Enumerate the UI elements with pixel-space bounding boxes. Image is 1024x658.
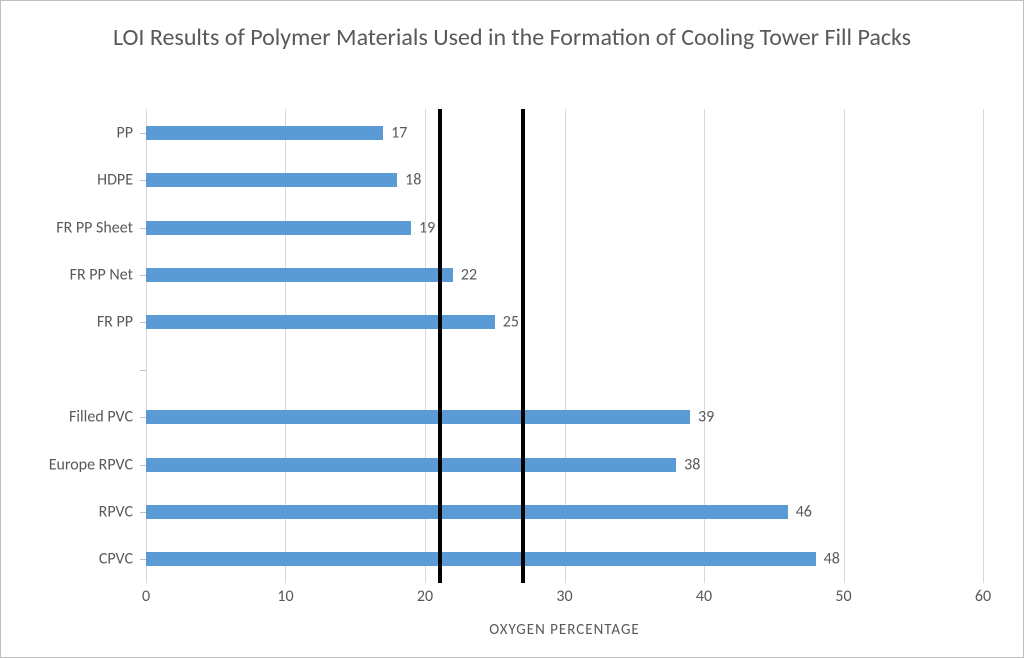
y-axis-category-label: PP [116,123,133,142]
x-tick-label: 0 [142,587,150,606]
bar [146,173,397,187]
bar-value-label: 22 [461,265,477,284]
x-tick-label: 40 [696,587,712,606]
bar-value-label: 39 [698,408,714,427]
bar-value-label: 19 [419,218,435,237]
bar [146,221,411,235]
x-tick-label: 20 [417,587,433,606]
y-tick-mark [140,465,146,466]
bar [146,315,495,329]
y-tick-mark [140,322,146,323]
bar-value-label: 25 [503,313,519,332]
y-tick-mark [140,275,146,276]
y-tick-mark [140,559,146,560]
x-tick-label: 50 [835,587,851,606]
bar [146,268,453,282]
y-tick-mark [140,228,146,229]
y-axis-category-label: HDPE [97,171,133,190]
bar-row: 39 [146,410,690,424]
y-axis-category-label: CPVC [99,550,133,569]
y-axis-category-label: FR PP [97,313,133,332]
bar-row: 18 [146,173,397,187]
y-axis-labels: PP HDPE FR PP Sheet FR PP Net FR PP Filled PV… [1,109,141,583]
bar-row: 48 [146,552,816,566]
threshold-line [521,109,525,583]
y-axis-category-label: Europe RPVC [49,455,133,474]
bar-value-label: 18 [405,171,421,190]
bar-row: 46 [146,505,788,519]
bar-row: 17 [146,126,383,140]
x-axis-title: OXYGEN PERCENTAGE [146,621,983,639]
bar-row: 38 [146,458,676,472]
x-axis: 0102030405060 [146,587,983,611]
bar [146,126,383,140]
y-axis-category-label: FR PP Net [70,265,133,284]
chart-container: LOI Results of Polymer Materials Used in… [0,0,1024,658]
bar-row: 19 [146,221,411,235]
bar-row: 22 [146,268,453,282]
gridline [983,109,984,583]
bar-value-label: 46 [796,502,812,521]
bar [146,552,816,566]
y-axis-category-label: FR PP Sheet [56,218,133,237]
y-tick-mark [140,133,146,134]
chart-title: LOI Results of Polymer Materials Used in… [69,23,955,53]
bars-layer: 17 18 19 22 25 39 38 46 48 [146,109,983,583]
y-axis-category-label: RPVC [99,502,133,521]
y-tick-mark [140,370,146,371]
x-tick-label: 60 [975,587,991,606]
y-tick-mark [140,180,146,181]
x-tick-label: 10 [277,587,293,606]
threshold-line [438,109,442,583]
bar-value-label: 38 [684,455,700,474]
bar-value-label: 17 [391,123,407,142]
bar [146,458,676,472]
bar [146,505,788,519]
bar-row: 25 [146,315,495,329]
x-tick-label: 30 [556,587,572,606]
plot-area: 17 18 19 22 25 39 38 46 48 [146,109,983,583]
y-axis-category-label: Filled PVC [69,408,133,427]
y-tick-mark [140,417,146,418]
bar [146,410,690,424]
bar-value-label: 48 [824,550,840,569]
y-tick-mark [140,512,146,513]
